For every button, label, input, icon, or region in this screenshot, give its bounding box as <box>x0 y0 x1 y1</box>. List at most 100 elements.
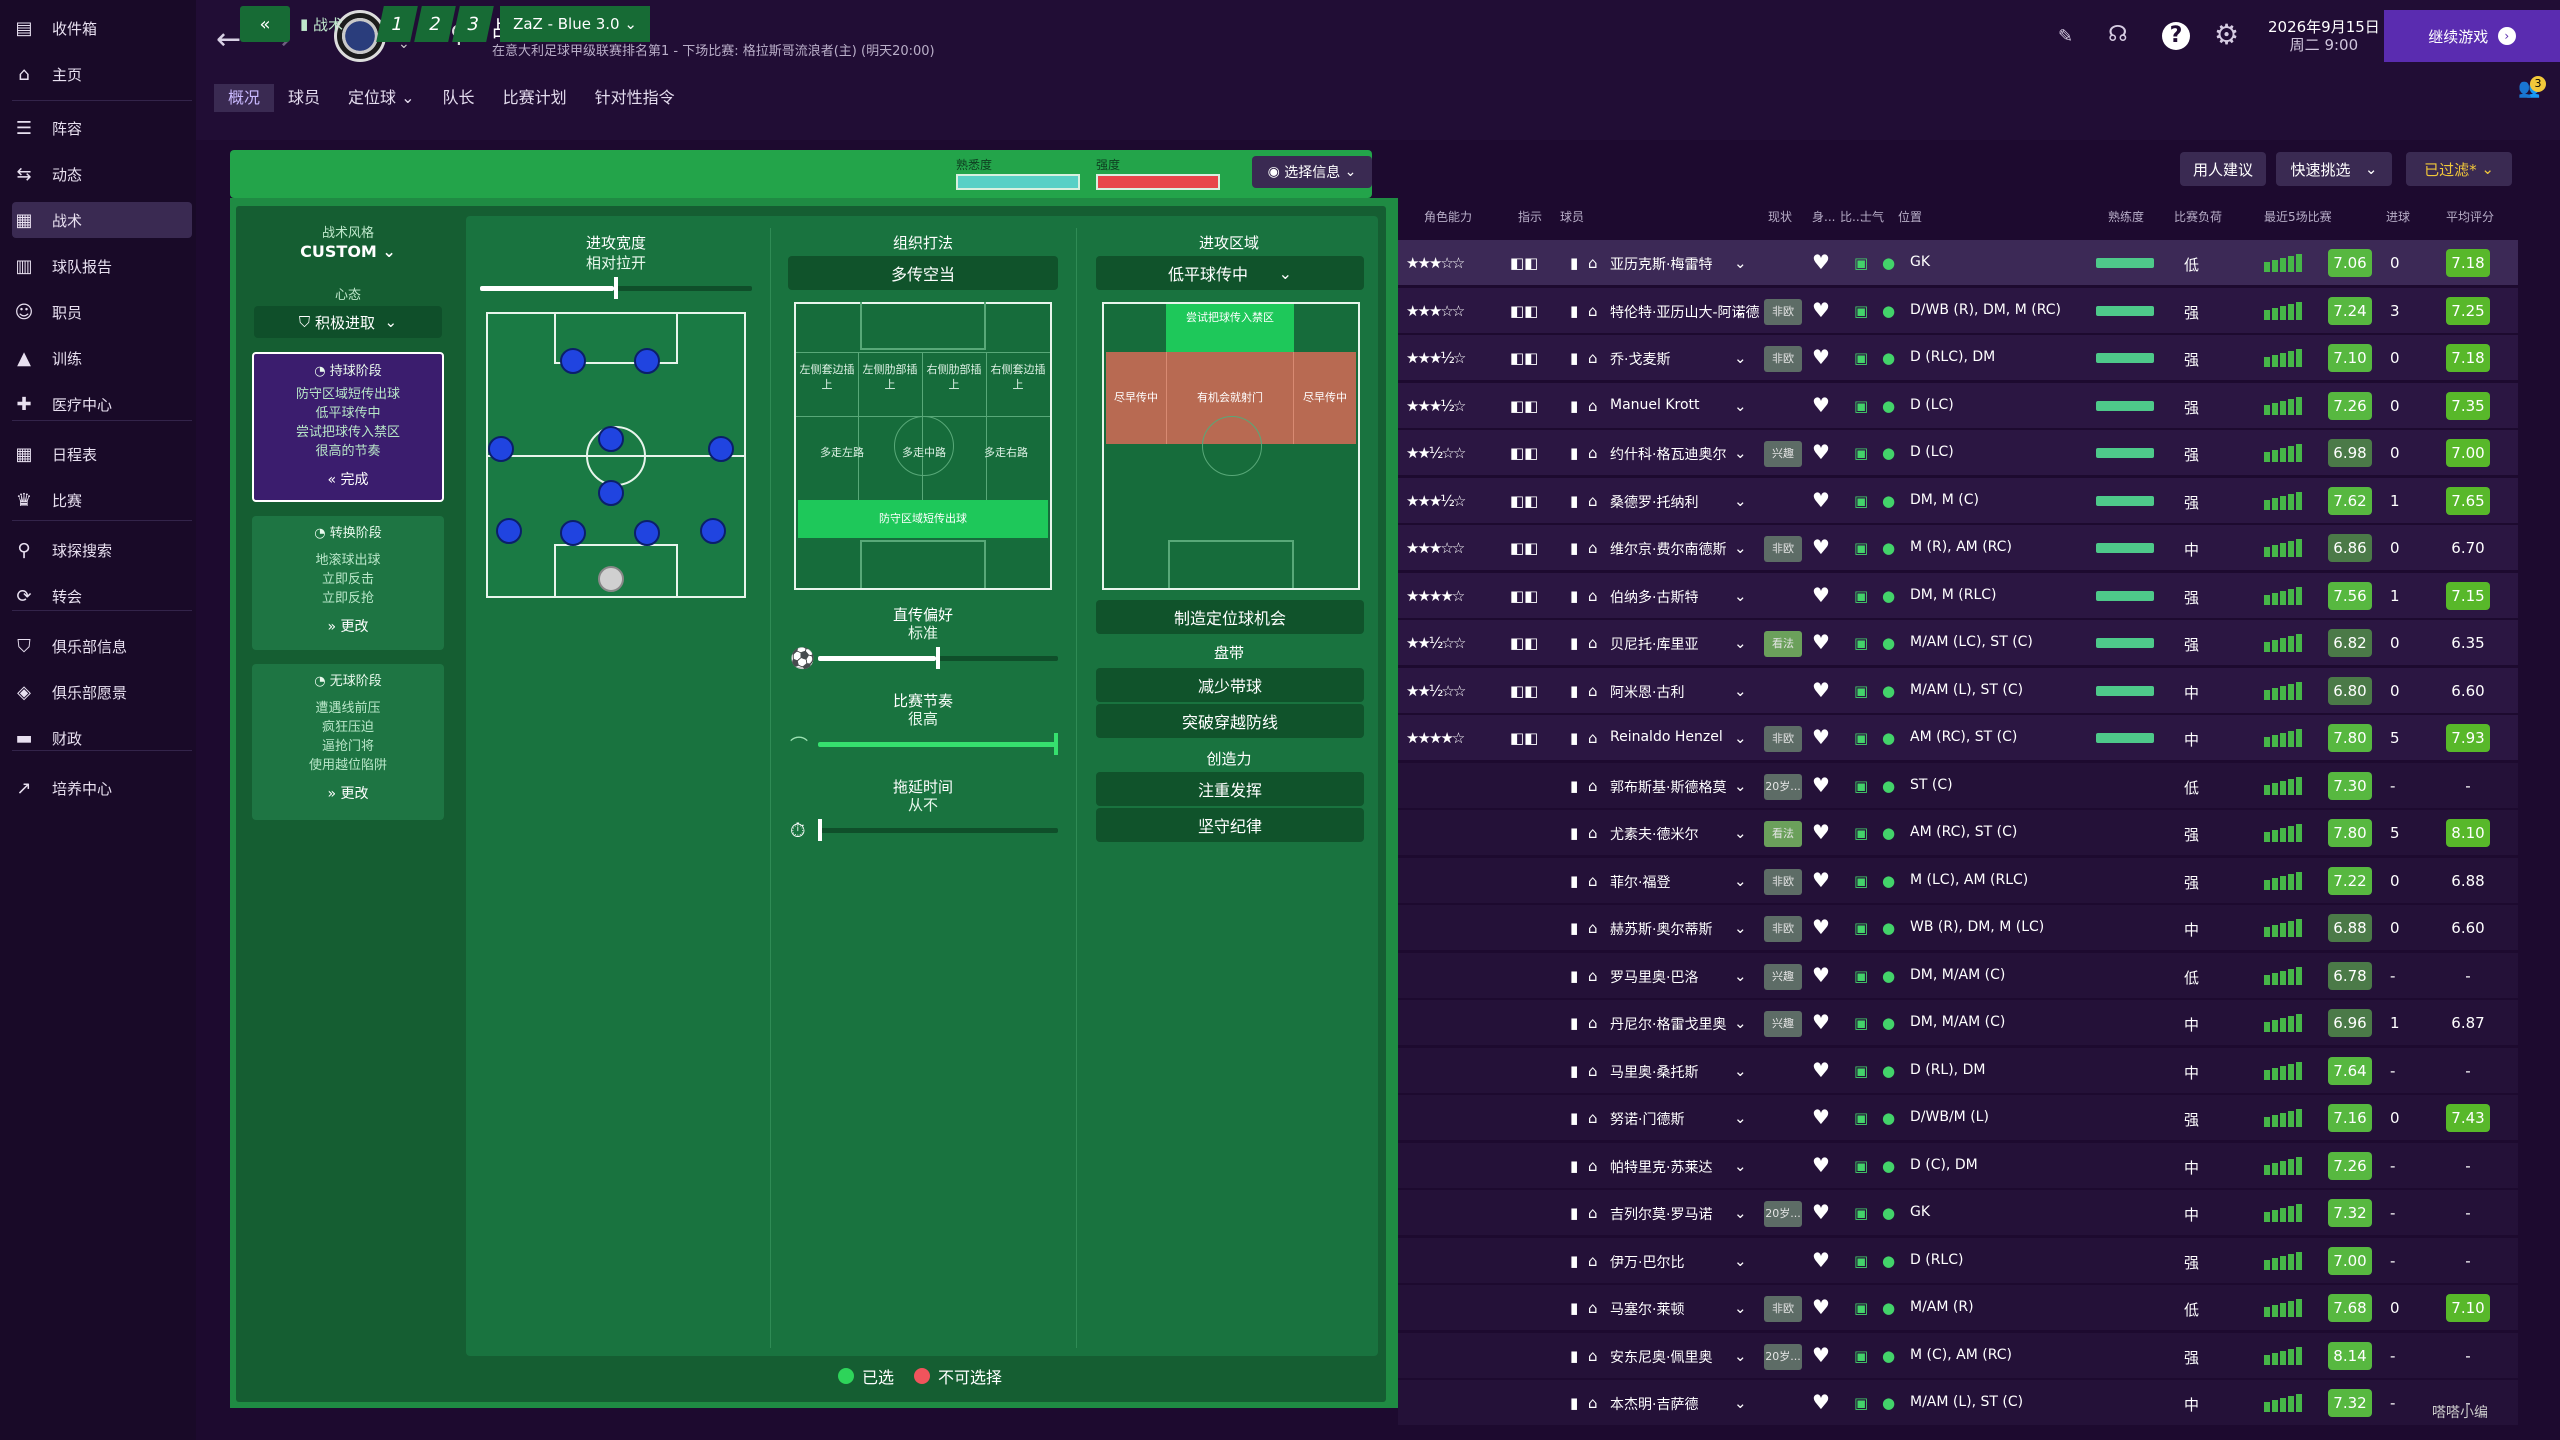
player-name[interactable]: 桑德罗·托纳利 <box>1610 494 1699 511</box>
instructions-icon[interactable]: ◧◧ <box>1510 539 1539 557</box>
player-name[interactable]: 维尔京·费尔南德斯 <box>1610 542 1727 558</box>
chevron-down-icon[interactable]: ⌄ <box>1734 729 1747 747</box>
player-name[interactable]: 安东尼奥·佩里奥 <box>1610 1349 1713 1366</box>
chevron-down-icon[interactable]: ⌄ <box>1734 396 1747 415</box>
zone-label[interactable]: 右侧套边插上 <box>990 363 1046 391</box>
chevron-down-icon[interactable]: ⌄ <box>1734 1394 1747 1412</box>
tab-overview[interactable]: 概况 <box>214 84 275 112</box>
chevron-down-icon[interactable]: ⌄ <box>1734 1014 1747 1032</box>
instructions-icon[interactable]: ◧◧ <box>1510 396 1539 415</box>
instructions-icon[interactable]: ◧◧ <box>1510 729 1539 747</box>
zone-label[interactable]: 左侧套边插上 <box>799 363 855 391</box>
sidebar-item-staff[interactable]: ☺ 职员 <box>12 294 192 330</box>
col-goals[interactable]: 进球 <box>2386 210 2411 224</box>
table-row[interactable]: ▮ ⌂ 罗马里奥·巴洛 ⌄ 兴趣 ♥ ▣ ● DM, M/AM (C) 低 6.78- - <box>1398 952 2518 999</box>
table-row[interactable]: ★★½☆☆ ◧◧ ▮ ⌂ 约什科·格瓦迪奥尔 ⌄ 兴趣 ♥ ▣ ● D (LC) 强 6.98 0 7.00 <box>1398 430 2518 476</box>
chevron-down-icon[interactable]: ⌄ <box>1734 966 1747 985</box>
player-name[interactable]: 阿米恩·古利 <box>1610 684 1685 701</box>
chevron-down-icon[interactable]: ⌄ <box>1734 776 1747 795</box>
sidebar-item-dynamics[interactable]: ⇆ 动态 <box>12 156 192 192</box>
attack-zone-left[interactable]: 尽早传中 <box>1106 352 1166 444</box>
tab-match-plan[interactable]: 比赛计划 <box>502 88 567 107</box>
instructions-icon[interactable]: ◧◧ <box>1510 254 1539 272</box>
table-row[interactable]: ★★★½☆ ◧◧ ▮ ⌂ 乔·戈麦斯 ⌄ 非欧 ♥ ▣ ● D (RLC), DM 强 7.10 0 7.1… <box>1398 335 2518 381</box>
player-position-dot[interactable] <box>598 480 624 506</box>
sidebar-item-finance[interactable]: ▬ 财政 <box>12 720 192 756</box>
chevron-down-icon[interactable]: ⌄ <box>1734 824 1747 842</box>
chevron-down-icon[interactable]: ⌄ <box>1734 1299 1747 1317</box>
tempo-slider[interactable] <box>818 733 1058 755</box>
player-name[interactable]: 罗马里奥·巴洛 <box>1610 969 1699 986</box>
gear-icon[interactable]: ⚙ <box>2214 18 2240 51</box>
sidebar-item-calendar[interactable]: ▦ 日程表 <box>12 436 192 472</box>
creative-option-2[interactable]: 坚守纪律 <box>1096 808 1364 842</box>
player-position-dot[interactable] <box>708 436 734 462</box>
player-name[interactable]: 郭布斯基·斯德格莫 <box>1610 779 1727 796</box>
player-name[interactable]: 菲尔·福登 <box>1610 874 1671 891</box>
table-row[interactable]: ▮ ⌂ 马塞尔·莱顿 ⌄ 非欧 ♥ ▣ ● M/AM (R) 低 7.68 0 7.10 <box>1398 1285 2518 1331</box>
done-button[interactable]: « 完成 <box>327 472 369 488</box>
table-row[interactable]: ★★★☆☆ ◧◧ ▮ ⌂ 维尔京·费尔南德斯 ⌄ 非欧 ♥ ▣ ● M (R), AM (RC) 中 6… <box>1398 525 2518 571</box>
col-avg-rating[interactable]: 平均评分 <box>2446 210 2495 224</box>
zone-label[interactable]: 右侧肋部插上 <box>926 363 982 391</box>
instructions-icon[interactable]: ◧◧ <box>1510 681 1539 700</box>
zone-label[interactable]: 多走右路 <box>984 446 1028 459</box>
player-name[interactable]: 马塞尔·莱顿 <box>1610 1302 1685 1318</box>
sidebar-item-training[interactable]: ▲ 训练 <box>12 340 192 376</box>
quick-pick-button[interactable]: 快速挑选 ⌄ <box>2276 152 2392 186</box>
attack-zone-right[interactable]: 尽早传中 <box>1294 352 1356 444</box>
game-date[interactable]: 2026年9月15日 周二 9:00 <box>2268 18 2380 54</box>
creative-option[interactable]: 注重发挥 <box>1096 772 1364 806</box>
table-row[interactable]: ▮ ⌂ 马里奥·桑托斯 ⌄ ♥ ▣ ● D (RL), DM 中 7.64- - <box>1398 1047 2518 1094</box>
player-name[interactable]: 伯纳多·古斯特 <box>1610 589 1699 606</box>
out-of-possession-box[interactable]: ◔ 无球阶段 遭遇线前压 疯狂压迫 逼抢门将 使用越位陷阱 » 更改 <box>252 664 444 820</box>
instructions-icon[interactable]: ◧◧ <box>1510 634 1539 652</box>
in-possession-box[interactable]: ◔ 持球阶段 防守区域短传出球 低平球传中 尝试把球传入禁区 很高的节奏 « 完… <box>252 352 444 502</box>
player-name[interactable]: 赫苏斯·奥尔蒂斯 <box>1610 922 1713 938</box>
sidebar-item-tactics[interactable]: ▦ 战术 <box>12 202 192 238</box>
zone-label[interactable]: 多走左路 <box>820 446 864 459</box>
chevron-down-icon[interactable]: ⌄ <box>1734 681 1747 700</box>
table-row[interactable]: ★★★★☆ ◧◧ ▮ ⌂ 伯纳多·古斯特 ⌄ ♥ ▣ ● DM, M (RLC) 强 7.56 1 7.1… <box>1398 572 2518 619</box>
chevron-down-icon[interactable]: ⌄ <box>1734 919 1747 937</box>
instructions-icon[interactable]: ◧◧ <box>1510 491 1539 510</box>
player-name[interactable]: Manuel Krott <box>1610 396 1700 413</box>
help-icon[interactable]: ? <box>2162 22 2190 50</box>
chevron-down-icon[interactable]: ⌄ <box>1734 634 1747 652</box>
player-name[interactable]: 特伦特·亚历山大-阿诺德 <box>1610 304 1760 321</box>
player-name[interactable]: 尤素夫·德米尔 <box>1610 827 1699 843</box>
table-row[interactable]: ★★★½☆ ◧◧ ▮ ⌂ 桑德罗·托纳利 ⌄ ♥ ▣ ● DM, M (C) 强 7.62 1 7.65 <box>1398 477 2518 524</box>
tactic-name-dropdown[interactable]: ZaZ - Blue 3.0 ⌄ <box>500 6 650 42</box>
player-name[interactable]: 丹尼尔·格雷戈里奥 <box>1610 1017 1727 1033</box>
back-arrow-icon[interactable]: ← <box>216 22 242 57</box>
col-condition[interactable]: 身... <box>1812 210 1836 224</box>
col-status[interactable]: 现状 <box>1768 210 1793 224</box>
width-slider[interactable] <box>480 277 752 299</box>
col-instructions[interactable]: 指示 <box>1518 210 1543 224</box>
chevron-down-icon[interactable]: ⌄ <box>1734 1346 1747 1365</box>
goalkeeper-dot[interactable] <box>598 566 624 592</box>
col-match-sharpness[interactable]: 比... <box>1840 210 1864 224</box>
sidebar-item-squad[interactable]: ☰ 阵容 <box>12 110 192 146</box>
col-last-5[interactable]: 最近5场比赛 <box>2264 210 2332 224</box>
sidebar-item-transfer[interactable]: ⟳ 转会 <box>12 578 192 614</box>
table-row[interactable]: ▮ ⌂ 努诺·门德斯 ⌄ ♥ ▣ ● D/WB/M (L) 强 7.16 0 7.43 <box>1398 1095 2518 1141</box>
chevron-down-icon[interactable]: ⌄ <box>1734 254 1747 272</box>
sidebar-item-home[interactable]: ⌂ 主页 <box>12 56 192 92</box>
table-row[interactable]: ★★★½☆ ◧◧ ▮ ⌂ Manuel Krott ⌄ ♥ ▣ ● D (LC) 强 7.26 0 7.3… <box>1398 382 2518 429</box>
table-row[interactable]: ▮ ⌂ 本杰明·吉萨德 ⌄ ♥ ▣ ● M/AM (L), ST (C) 中 7.32- - <box>1398 1380 2518 1426</box>
chevron-down-icon[interactable]: ⌄ <box>1734 444 1747 462</box>
dribble-option[interactable]: 减少带球 <box>1096 668 1364 702</box>
col-player[interactable]: 球员 <box>1560 210 1585 224</box>
player-name[interactable]: 亚历克斯·梅雷特 <box>1610 257 1713 273</box>
instructions-icon[interactable]: ◧◧ <box>1510 586 1539 605</box>
player-name[interactable]: Reinaldo Henzel <box>1610 729 1723 745</box>
tab-captains[interactable]: 队长 <box>442 88 475 107</box>
brain-icon[interactable]: ☊ <box>2108 22 2128 47</box>
sidebar-item-report[interactable]: ▥ 球队报告 <box>12 248 192 284</box>
tab-opposition[interactable]: 针对性指令 <box>594 88 675 107</box>
chevron-down-icon[interactable]: ⌄ <box>1734 301 1747 320</box>
table-row[interactable]: ▮ ⌂ 吉列尔莫·罗马诺 ⌄ 20岁... ♥ ▣ ● GK 中 7.32- - <box>1398 1190 2518 1236</box>
style-dropdown[interactable]: CUSTOM ⌄ <box>300 242 396 261</box>
player-name[interactable]: 马里奥·桑托斯 <box>1610 1064 1699 1081</box>
